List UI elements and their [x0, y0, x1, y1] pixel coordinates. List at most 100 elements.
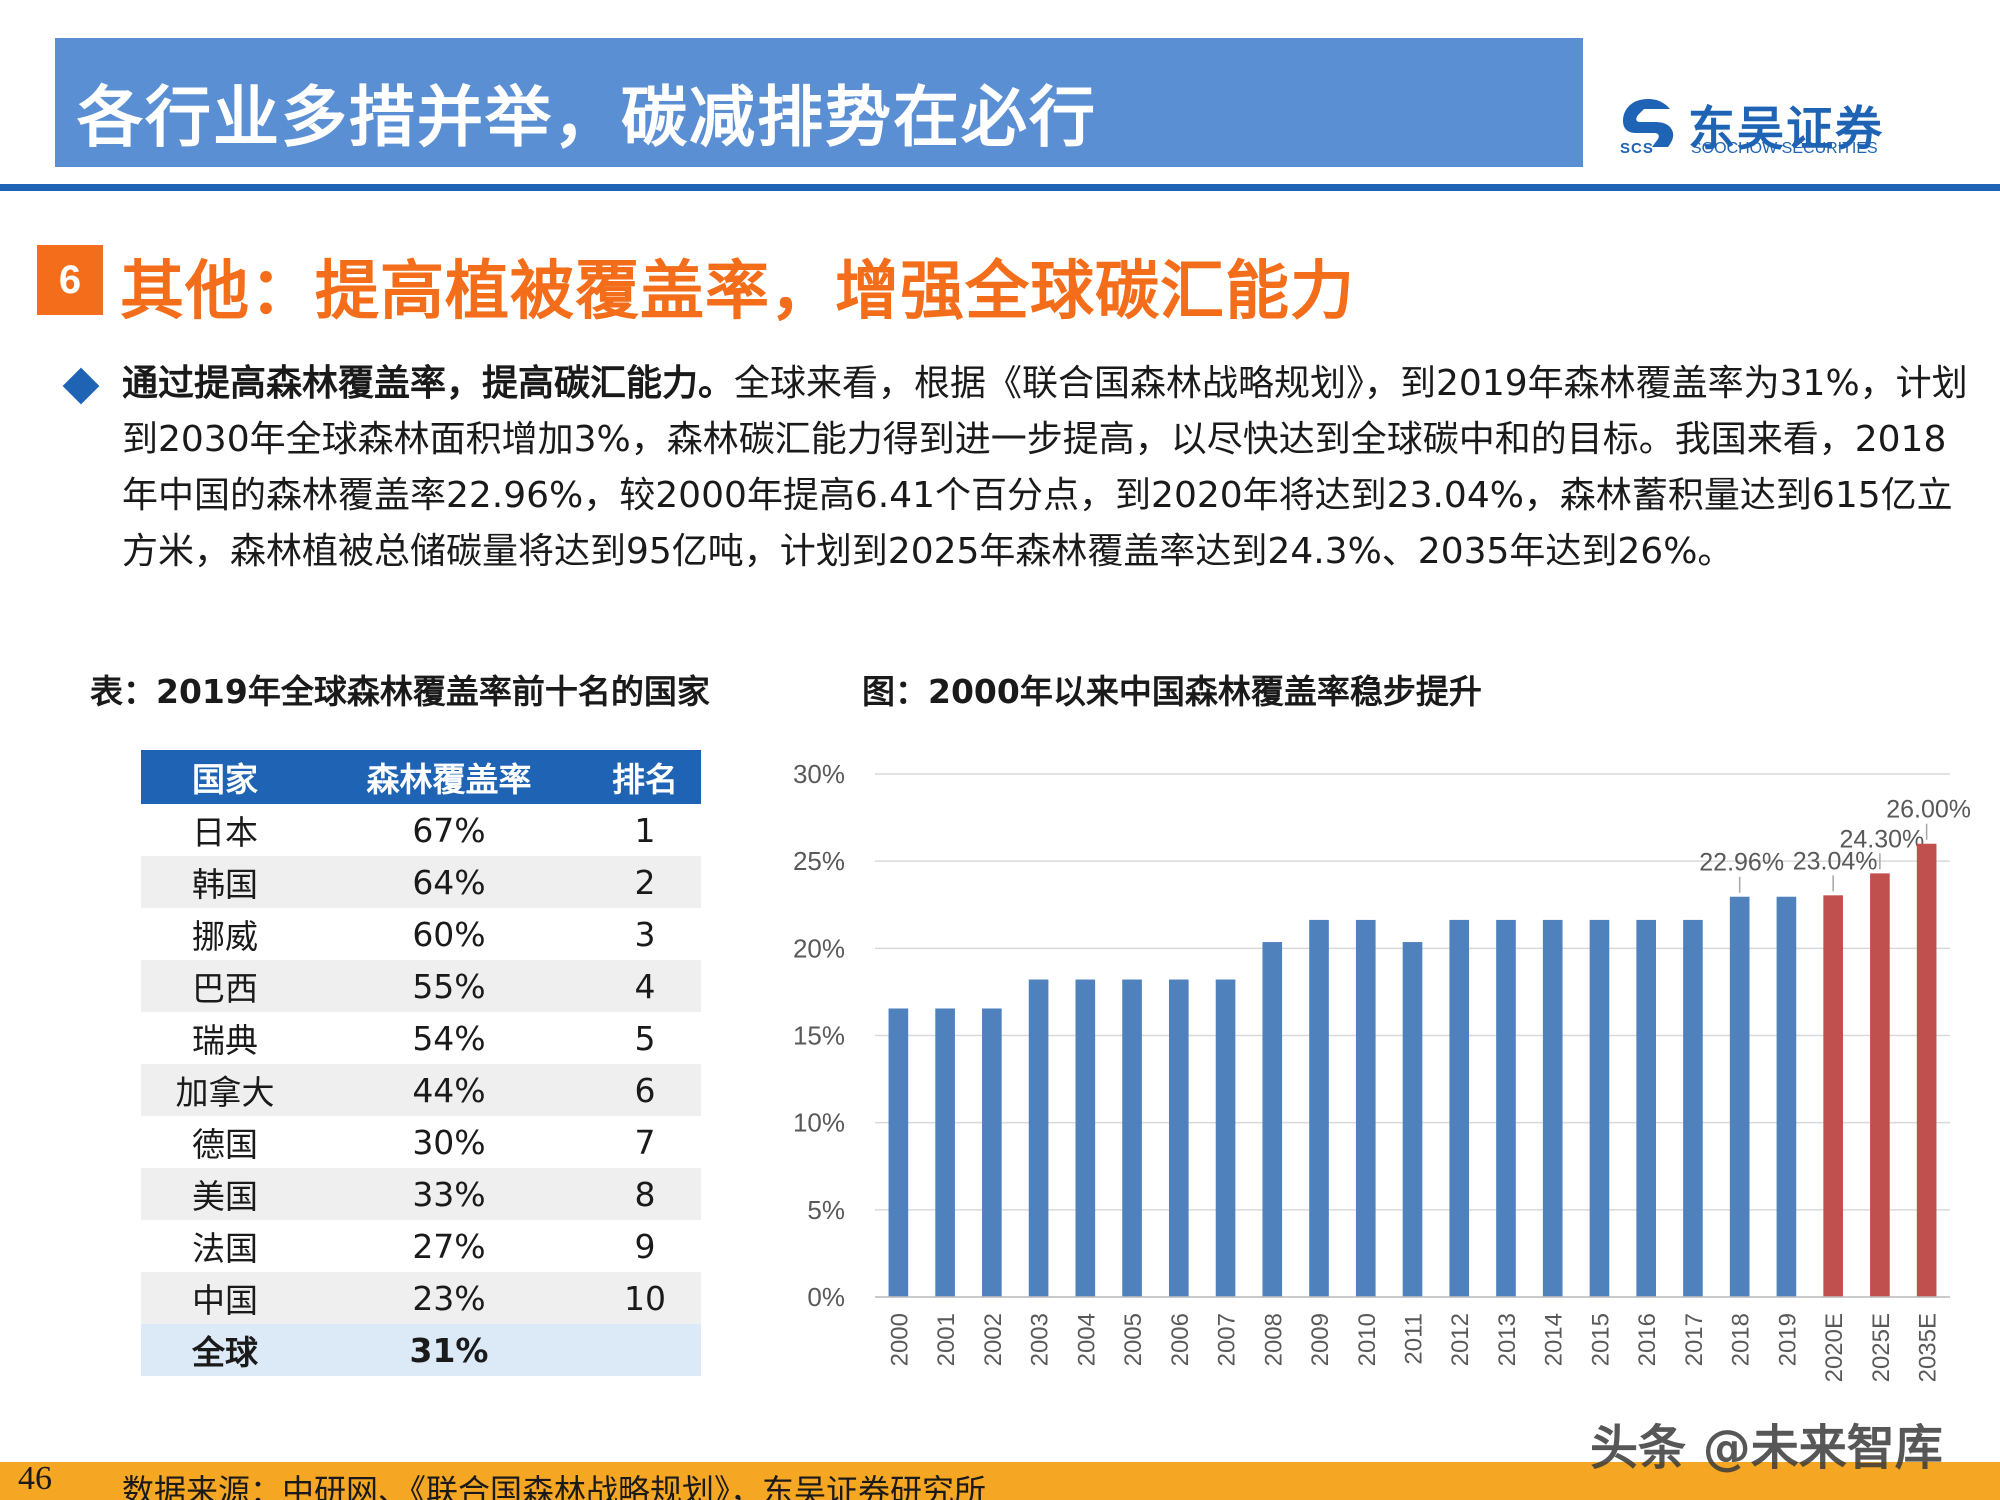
x-tick-label: 2012: [1447, 1313, 1474, 1366]
bar: [1355, 919, 1376, 1297]
cell-rank: 6: [589, 1064, 701, 1116]
cell-coverage: 23%: [309, 1272, 589, 1324]
bar: [1776, 896, 1797, 1297]
section-title: 其他：提高植被覆盖率，增强全球碳汇能力: [120, 255, 1355, 329]
y-tick-label: 20%: [793, 933, 845, 963]
x-tick-label: 2019: [1774, 1313, 1801, 1366]
brand-logo: 东吴证券 SCS SOOCHOW SECURITIES: [1615, 90, 1900, 160]
cell-rank: 10: [589, 1272, 701, 1324]
y-tick-label: 0%: [807, 1282, 845, 1312]
table-row: 日本 67% 1: [141, 804, 701, 856]
body-paragraph: 通过提高森林覆盖率，提高碳汇能力。全球来看，根据《联合国森林战略规划》，到201…: [122, 356, 1982, 580]
cell-country: 全球: [141, 1324, 309, 1376]
cell-country: 挪威: [192, 917, 258, 956]
bar: [1636, 919, 1657, 1297]
cell-coverage: 33%: [309, 1168, 589, 1220]
x-tick-label: 2015: [1587, 1313, 1614, 1366]
cell-rank: 5: [634, 1018, 656, 1058]
header-coverage: 森林覆盖率: [309, 750, 589, 804]
x-tick-label: 2017: [1681, 1313, 1708, 1366]
y-tick-label: 25%: [793, 846, 845, 876]
table-row: 美国 33% 8: [141, 1168, 701, 1220]
x-tick-label: 2016: [1634, 1313, 1661, 1366]
cell-rank: [589, 1324, 701, 1376]
cell-country: 美国: [141, 1168, 309, 1220]
table-row: 挪威 60% 3: [141, 908, 701, 960]
data-label: 22.96%: [1699, 849, 1784, 877]
x-tick-label: 2014: [1541, 1313, 1568, 1366]
x-tick-label: 2020E: [1821, 1313, 1848, 1382]
bar: [935, 1008, 955, 1297]
x-tick-label: 2004: [1073, 1313, 1100, 1366]
cell-country: 加拿大: [141, 1064, 309, 1116]
cell-coverage: 60%: [412, 914, 486, 954]
table-row-global: 全球 31%: [141, 1324, 701, 1376]
bar: [1916, 843, 1937, 1297]
x-tick-label: 2025E: [1868, 1313, 1895, 1382]
cell-coverage: 27%: [412, 1226, 486, 1266]
data-source: 数据来源：中研网、《联合国森林战略规划》，东吴证券研究所: [122, 1472, 987, 1500]
forest-coverage-table: 国家 森林覆盖率 排名 日本 67% 1 韩国 64% 2 挪威 60% 3 巴西 55% 4 瑞典 54…: [141, 750, 701, 1376]
bar: [1028, 979, 1049, 1297]
x-tick-label: 2009: [1307, 1313, 1334, 1366]
header-country: 国家: [141, 750, 309, 804]
cell-rank: 8: [589, 1168, 701, 1220]
cell-country: 德国: [192, 1125, 258, 1164]
bar: [982, 1008, 1002, 1297]
body-lead: 通过提高森林覆盖率，提高碳汇能力。: [122, 363, 735, 404]
bar: [888, 1008, 909, 1297]
cell-rank: 7: [634, 1122, 656, 1162]
table-row: 德国 30% 7: [141, 1116, 701, 1168]
bar: [1309, 919, 1329, 1297]
cell-coverage: 54%: [412, 1018, 486, 1058]
cell-rank: 9: [634, 1226, 656, 1266]
brand-mark: SCS: [1620, 140, 1654, 157]
brand-name-en: SOOCHOW SECURITIES: [1691, 140, 1878, 157]
table-row: 加拿大 44% 6: [141, 1064, 701, 1116]
header-divider: [0, 184, 2000, 191]
bar: [1168, 979, 1189, 1297]
bar: [1542, 919, 1563, 1297]
x-tick-label: 2005: [1120, 1313, 1147, 1366]
bar: [1449, 919, 1470, 1297]
bar: [1823, 895, 1843, 1297]
cell-rank: 3: [634, 914, 656, 954]
bar: [1122, 979, 1142, 1297]
x-tick-label: 2035E: [1915, 1313, 1942, 1382]
cell-coverage: 30%: [412, 1122, 486, 1162]
data-label: 24.30%: [1839, 825, 1924, 853]
bar: [1870, 873, 1890, 1297]
x-tick-label: 2008: [1260, 1313, 1287, 1366]
table-row: 法国 27% 9: [141, 1220, 701, 1272]
cell-country: 日本: [192, 813, 258, 852]
bar: [1589, 919, 1610, 1297]
forest-coverage-chart: 0% 5% 10% 15% 20% 25% 30% 2000 2001 2002 2003 2004 2…: [793, 759, 1971, 1382]
x-tick-label: 2018: [1728, 1313, 1755, 1366]
page-number: 46: [18, 1460, 52, 1497]
header-bar: 各行业多措并举，碳减排势在必行: [55, 38, 1583, 167]
cell-coverage: 55%: [309, 960, 589, 1012]
footer-bar: [0, 1462, 2000, 1500]
table-header-row: 国家 森林覆盖率 排名: [141, 750, 701, 804]
page-title: 各行业多措并举，碳减排势在必行: [77, 79, 1097, 156]
data-label: 23.04%: [1793, 847, 1878, 875]
y-tick-label: 15%: [793, 1021, 845, 1051]
figure-caption: 图：2000年以来中国森林覆盖率稳步提升: [862, 672, 1482, 711]
bar: [1729, 896, 1750, 1297]
table-row: 瑞典 54% 5: [141, 1012, 701, 1064]
x-tick-label: 2007: [1214, 1313, 1241, 1366]
cell-country: 中国: [141, 1272, 309, 1324]
x-tick-label: 2013: [1494, 1313, 1521, 1366]
y-tick-label: 30%: [793, 759, 845, 789]
watermark: 头条 @未来智库: [1590, 1420, 1943, 1476]
section-number-badge: 6: [37, 245, 103, 315]
x-tick-label: 2001: [933, 1313, 960, 1366]
cell-rank: 4: [589, 960, 701, 1012]
cell-coverage: 64%: [309, 856, 589, 908]
table-row: 中国 23% 10: [141, 1272, 701, 1324]
scs-logo-icon: [1623, 99, 1674, 147]
table-row: 巴西 55% 4: [141, 960, 701, 1012]
x-tick-label: 2002: [980, 1313, 1007, 1366]
bar: [1496, 919, 1516, 1297]
cell-rank: 1: [634, 810, 656, 850]
